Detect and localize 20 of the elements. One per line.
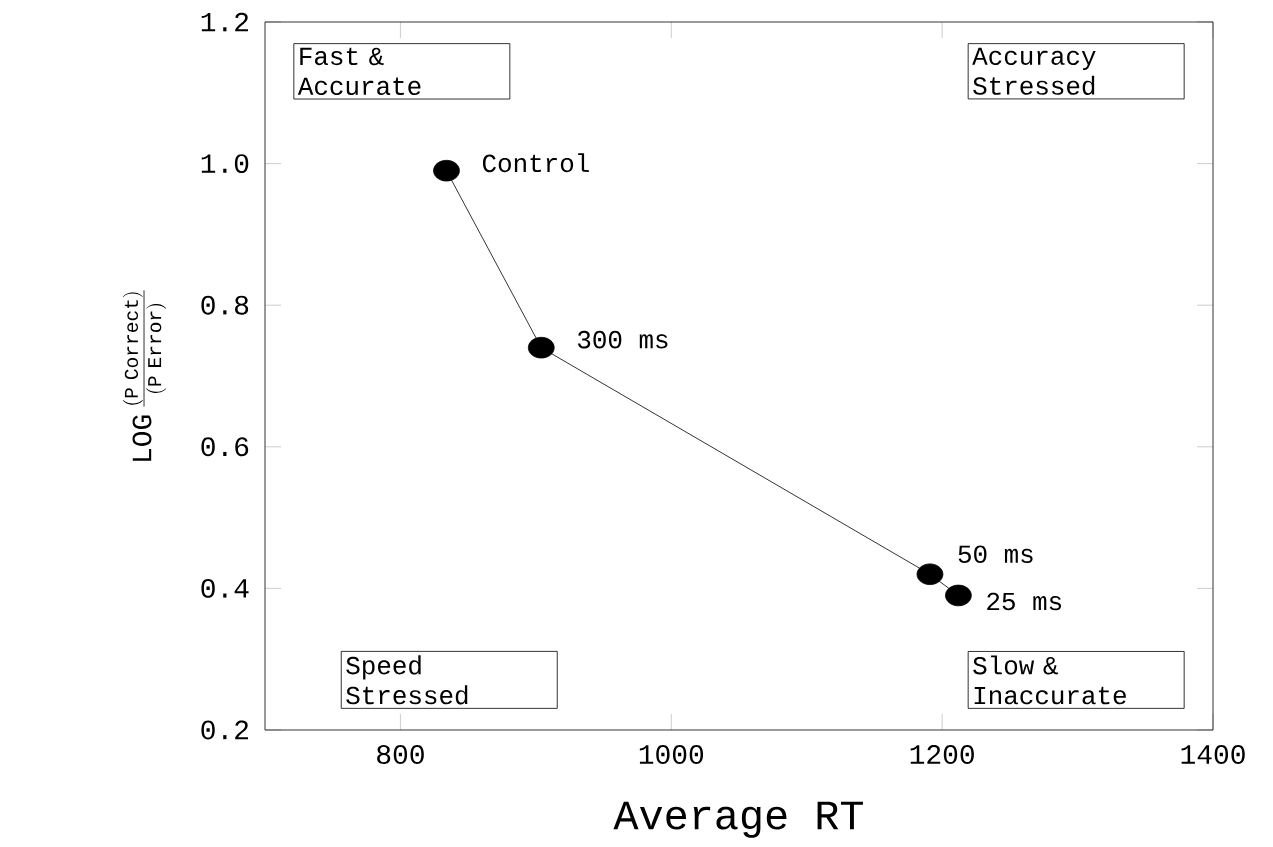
x-axis-title: Average RT <box>613 801 863 838</box>
annotation: Accuracy Stressed <box>972 47 1096 95</box>
annotation: Control <box>482 153 589 173</box>
y-tick-label: 1.2 <box>201 12 248 32</box>
annotation: Fast & Accurate <box>297 47 421 96</box>
y-tick-label: 0.6 <box>201 437 249 457</box>
annotation: Speed Stressed <box>346 655 468 705</box>
x-tick-label: 1000 <box>639 745 704 764</box>
y-tick-label: 0.8 <box>201 295 249 315</box>
annotation: 300 ms <box>577 330 668 349</box>
x-tick-label: 1200 <box>910 745 974 764</box>
y-tick-label: 0.2 <box>201 720 248 740</box>
annotation: Slow & Inaccurate <box>973 655 1126 705</box>
annotation: 50 ms <box>958 545 1033 564</box>
x-tick-label: 1400 <box>1181 745 1245 764</box>
x-tick-label: 800 <box>377 745 424 764</box>
y-tick-label: 1.0 <box>201 154 249 174</box>
y-axis-title: $\mathrm{LOG}\,\frac{(\mathrm{P\ Correct})}{(\mathrm{P\ Error})}$ <box>122 290 167 461</box>
y-tick-label: 0.4 <box>201 578 249 598</box>
annotation: 25 ms <box>987 592 1062 611</box>
